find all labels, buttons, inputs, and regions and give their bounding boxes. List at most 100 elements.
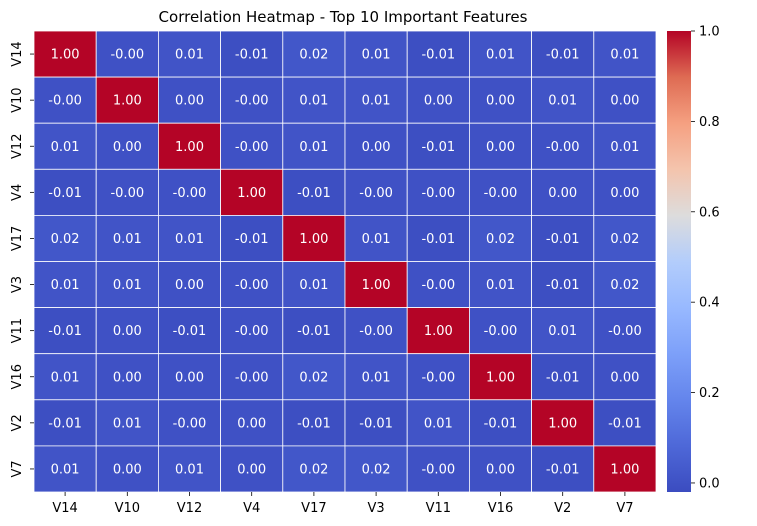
heatmap-cell xyxy=(220,76,284,124)
cell-value-label: 0.01 xyxy=(113,278,142,293)
heatmap-cell xyxy=(531,399,595,447)
cell-value-label: 0.00 xyxy=(424,94,453,109)
heatmap-cell xyxy=(282,399,346,447)
heatmap-cell xyxy=(157,261,221,308)
heatmap-cell xyxy=(95,214,159,262)
cell-value-label: 0.01 xyxy=(113,416,142,431)
heatmap-cell xyxy=(468,445,532,493)
cell-value-label: 0.01 xyxy=(548,324,577,339)
heatmap-cell xyxy=(157,353,221,401)
heatmap-cell xyxy=(33,445,97,493)
heatmap-cell xyxy=(593,122,657,170)
heatmap-cell xyxy=(157,399,221,447)
cell-value-label: 1.00 xyxy=(424,324,453,339)
heatmap-cell-labels: 1.00 -0.00 0.01 -0.01 0.02 0.01 -0.01 0.01 -0.01… xyxy=(48,48,641,478)
heatmap-cell xyxy=(95,353,159,401)
heatmap-cell xyxy=(531,261,595,308)
cell-value-label: -0.00 xyxy=(359,186,393,201)
cell-value-label: 0.00 xyxy=(548,186,577,201)
cell-value-label: 0.02 xyxy=(486,232,515,247)
cell-value-label: 0.01 xyxy=(51,278,80,293)
heatmap-cell xyxy=(531,307,595,355)
cell-value-label: 0.01 xyxy=(113,232,142,247)
cell-value-label: 1.00 xyxy=(237,186,266,201)
heatmap-cell xyxy=(593,76,657,124)
cell-value-label: 0.00 xyxy=(362,140,391,155)
heatmap-cell xyxy=(282,445,346,493)
cell-value-label: 0.00 xyxy=(175,94,204,109)
cell-value-label: 0.00 xyxy=(237,462,266,477)
heatmap-cell xyxy=(95,30,159,78)
cell-value-label: 0.00 xyxy=(113,462,142,477)
colorbar-tick-label: 1.0 xyxy=(699,25,720,40)
heatmap-cell xyxy=(33,168,97,216)
heatmap-cells xyxy=(33,30,657,493)
cell-value-label: -0.00 xyxy=(235,324,269,339)
cell-value-label: 0.00 xyxy=(486,94,515,109)
heatmap-cell xyxy=(593,353,657,401)
cell-value-label: 0.00 xyxy=(175,370,204,385)
cell-value-label: -0.01 xyxy=(421,232,455,247)
cell-value-label: 0.01 xyxy=(51,140,80,155)
heatmap-cell xyxy=(344,76,408,124)
cell-value-label: 0.02 xyxy=(299,462,328,477)
cell-value-label: -0.00 xyxy=(110,48,144,63)
cell-value-label: 1.00 xyxy=(299,232,328,247)
heatmap-cell xyxy=(157,122,221,170)
heatmap-cell xyxy=(406,76,470,124)
cell-value-label: -0.00 xyxy=(110,186,144,201)
heatmap-cell xyxy=(593,30,657,78)
cell-value-label: 0.02 xyxy=(610,232,639,247)
cell-value-label: 0.01 xyxy=(362,94,391,109)
cell-value-label: 1.00 xyxy=(113,94,142,109)
heatmap-cell xyxy=(157,30,221,78)
heatmap-cell xyxy=(531,122,595,170)
cell-value-label: -0.01 xyxy=(48,416,82,431)
heatmap-cell xyxy=(468,214,532,262)
cell-value-label: 0.01 xyxy=(175,462,204,477)
y-tick-label: V11 xyxy=(10,318,25,343)
cell-value-label: -0.00 xyxy=(235,94,269,109)
colorbar-tick-label: 0.6 xyxy=(699,205,720,220)
cell-value-label: -0.00 xyxy=(235,278,269,293)
cell-value-label: -0.01 xyxy=(235,232,269,247)
cell-value-label: -0.00 xyxy=(173,186,207,201)
y-tick-label: V7 xyxy=(10,460,25,477)
heatmap-cell xyxy=(593,399,657,447)
cell-value-label: 0.00 xyxy=(610,370,639,385)
y-tick-label: V10 xyxy=(10,87,25,112)
heatmap-cell xyxy=(282,122,346,170)
cell-value-label: 0.01 xyxy=(424,416,453,431)
colorbar-tick-label: 0.8 xyxy=(699,115,720,130)
cell-value-label: 0.00 xyxy=(113,370,142,385)
heatmap-cell xyxy=(406,399,470,447)
x-tick-label: V14 xyxy=(52,501,77,516)
heatmap-cell xyxy=(468,30,532,78)
cell-value-label: -0.01 xyxy=(421,48,455,63)
cell-value-label: -0.00 xyxy=(421,278,455,293)
heatmap-cell xyxy=(33,30,97,78)
x-tick-label: V3 xyxy=(368,501,385,516)
colorbar-tick-label: 0.4 xyxy=(699,296,720,311)
heatmap-cell xyxy=(220,307,284,355)
cell-value-label: 0.01 xyxy=(51,462,80,477)
heatmap-cell xyxy=(468,353,532,401)
heatmap-cell xyxy=(33,261,97,308)
heatmap-cell xyxy=(593,307,657,355)
cell-value-label: -0.01 xyxy=(173,324,207,339)
heatmap-cell xyxy=(220,399,284,447)
heatmap-cell xyxy=(406,214,470,262)
heatmap-cell xyxy=(406,307,470,355)
cell-value-label: 1.00 xyxy=(610,462,639,477)
x-tick-label: V7 xyxy=(616,501,633,516)
chart-title: Correlation Heatmap - Top 10 Important F… xyxy=(159,8,528,26)
heatmap-cell xyxy=(531,168,595,216)
x-tick-label: V2 xyxy=(554,501,571,516)
cell-value-label: -0.00 xyxy=(421,462,455,477)
heatmap-cell xyxy=(220,261,284,308)
cell-value-label: 0.01 xyxy=(299,140,328,155)
heatmap-cell xyxy=(220,445,284,493)
cell-value-label: 0.01 xyxy=(51,370,80,385)
cell-value-label: -0.01 xyxy=(608,416,642,431)
cell-value-label: 0.02 xyxy=(299,48,328,63)
